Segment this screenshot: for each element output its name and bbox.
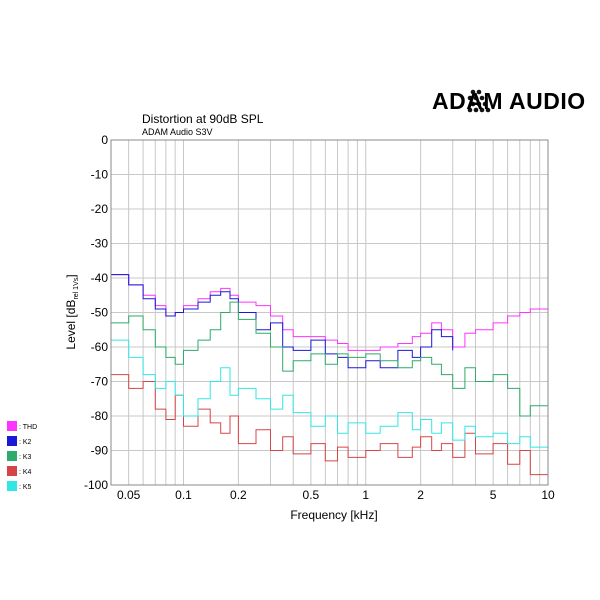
series-line-5 <box>111 339 549 451</box>
x-tick-label: 0.05 <box>117 488 141 502</box>
y-axis-label-sub: rel 1Vs <box>73 277 80 299</box>
x-tick-label: 1 <box>362 488 369 502</box>
legend-label: : K4 <box>19 469 32 476</box>
y-axis-label-main: Level [dB <box>64 300 78 350</box>
series-line-3 <box>111 301 549 423</box>
brand-logo-text: ADAM AUDIO <box>432 88 586 114</box>
y-tick-label: -80 <box>91 409 109 423</box>
y-tick-label: -40 <box>91 271 109 285</box>
y-tick-label: -70 <box>91 375 109 389</box>
y-tick-label: -30 <box>91 237 109 251</box>
series-line-2 <box>111 274 454 369</box>
chart-series-group <box>111 274 549 476</box>
chart-legend: : THD : K2 : K3 : K4 : K5 <box>7 421 37 491</box>
legend-swatch <box>7 481 17 491</box>
y-tick-labels: 0 -10 -20 -30 -40 -50 -60 -70 -80 -90 -100 <box>84 133 108 492</box>
x-tick-label: 2 <box>417 488 424 502</box>
adam-audio-logo-icon <box>467 89 491 113</box>
chart-subtitle: ADAM Audio S3V <box>142 127 213 137</box>
x-tick-labels: 0.05 0.1 0.2 0.5 1 2 5 10 <box>117 488 555 502</box>
legend-label: : THD <box>19 424 37 431</box>
series-line-4 <box>111 374 549 476</box>
legend-swatch <box>7 436 17 446</box>
x-tick-label: 10 <box>541 488 555 502</box>
legend-swatch <box>7 421 17 431</box>
y-tick-label: -10 <box>91 168 109 182</box>
x-tick-label: 0.2 <box>230 488 247 502</box>
legend-label: : K3 <box>19 454 32 461</box>
x-tick-label: 0.5 <box>303 488 320 502</box>
chart-title: Distortion at 90dB SPL <box>142 112 264 126</box>
x-tick-label: 5 <box>490 488 497 502</box>
y-tick-label: -90 <box>91 444 109 458</box>
y-tick-label: 0 <box>101 133 108 147</box>
plot-area-frame <box>110 139 549 486</box>
x-tick-label: 0.1 <box>175 488 192 502</box>
y-tick-label: -60 <box>91 340 109 354</box>
x-axis-label: Frequency [kHz] <box>290 508 377 522</box>
y-tick-label: -20 <box>91 202 109 216</box>
legend-label: : K5 <box>19 484 32 491</box>
y-tick-label: -50 <box>91 306 109 320</box>
legend-label: : K2 <box>19 439 32 446</box>
legend-swatch <box>7 466 17 476</box>
y-tick-label: -100 <box>84 478 108 492</box>
y-axis-label-end: ] <box>64 274 78 277</box>
y-axis-label: Level [dBrel 1Vs] <box>64 274 80 349</box>
legend-swatch <box>7 451 17 461</box>
